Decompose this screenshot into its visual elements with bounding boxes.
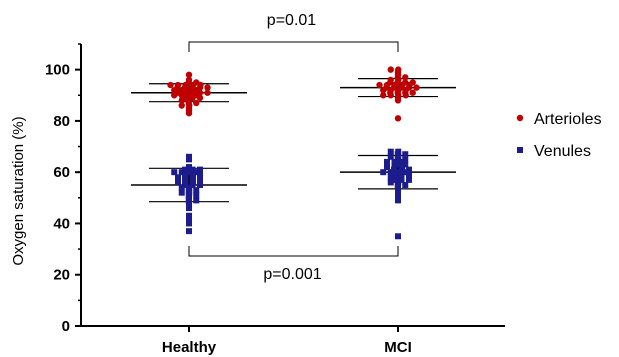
data-point-venules <box>391 158 398 165</box>
data-point-venules <box>395 148 402 155</box>
x-category-label: Healthy <box>162 339 217 356</box>
y-tick-label: 40 <box>53 215 70 232</box>
data-point-arterioles <box>409 79 416 86</box>
data-point-venules <box>197 176 203 183</box>
legend-marker-arterioles <box>516 114 524 122</box>
data-point-venules <box>186 184 193 191</box>
data-point-arterioles <box>402 74 409 81</box>
data-point-venules <box>402 169 409 176</box>
data-point-venules <box>175 174 181 181</box>
data-point-arterioles <box>174 81 182 89</box>
data-point-venules <box>387 153 394 160</box>
data-point-venules <box>384 158 390 165</box>
data-point-venules <box>197 171 203 178</box>
data-point-venules <box>182 171 188 178</box>
data-point-venules <box>395 174 402 181</box>
y-tick-label: 80 <box>53 113 70 130</box>
data-point-venules <box>406 176 412 183</box>
data-point-arterioles <box>178 102 185 109</box>
data-point-venules <box>380 169 387 176</box>
data-point-venules <box>395 233 401 240</box>
data-point-venules <box>398 171 405 178</box>
y-axis-label: Oxygen saturation (%) <box>10 116 27 265</box>
data-point-arterioles <box>402 79 409 86</box>
data-point-arterioles <box>387 66 394 73</box>
data-point-venules <box>387 179 394 186</box>
x-category-label: MCI <box>384 339 412 356</box>
data-point-venules <box>197 182 203 188</box>
legend-marker-venules <box>517 147 523 153</box>
legend-label-arterioles: Arterioles <box>534 111 602 128</box>
y-tick-label: 0 <box>62 318 70 335</box>
data-point-venules <box>193 169 200 176</box>
data-point-arterioles <box>204 84 211 91</box>
data-point-venules <box>178 184 185 191</box>
data-point-venules <box>186 212 192 219</box>
data-point-venules <box>399 158 405 165</box>
data-point-venules <box>387 148 394 155</box>
data-point-arterioles <box>185 71 193 78</box>
data-point-venules <box>387 169 394 176</box>
data-point-venules <box>193 192 200 199</box>
data-point-arterioles <box>409 89 416 96</box>
data-point-venules <box>178 169 185 176</box>
data-point-venules <box>186 164 192 171</box>
data-point-venules <box>193 187 200 194</box>
data-point-venules <box>402 161 409 168</box>
data-point-venules <box>171 169 178 176</box>
data-point-arterioles <box>193 99 200 107</box>
axes <box>80 44 505 327</box>
data-point-arterioles <box>395 66 402 73</box>
data-point-venules <box>186 169 193 176</box>
data-point-arterioles <box>387 76 394 84</box>
data-point-venules <box>384 164 390 171</box>
data-point-venules <box>406 171 412 178</box>
data-point-arterioles <box>380 92 387 99</box>
data-point-venules <box>186 228 192 235</box>
data-point-arterioles <box>193 79 200 86</box>
data-point-venules <box>197 166 203 173</box>
data-point-venules <box>391 176 397 183</box>
p-value-label-top: p=0.01 <box>267 12 316 29</box>
data-point-venules <box>193 197 200 204</box>
data-point-arterioles <box>376 81 383 89</box>
data-point-venules <box>387 174 394 181</box>
data-point-venules <box>399 164 405 171</box>
data-point-venules <box>182 166 188 173</box>
data-point-venules <box>178 189 185 196</box>
y-axis-ticks: 0 20 40 60 80 100 Healthy MCI <box>45 43 412 356</box>
significance-bracket-bottom <box>188 246 399 257</box>
y-tick-label: 60 <box>53 164 70 181</box>
data-point-arterioles <box>204 89 211 96</box>
significance-brackets: p=0.01 p=0.001 <box>188 12 399 283</box>
data-point-venules <box>189 166 196 173</box>
data-point-venules <box>391 171 397 178</box>
data-point-venules <box>402 151 409 158</box>
p-value-label-bottom: p=0.001 <box>263 266 321 283</box>
data-point-arterioles <box>413 84 420 91</box>
data-point-venules <box>189 171 196 178</box>
data-point-venules <box>402 156 409 163</box>
legend: Arterioles Venules <box>516 111 602 160</box>
data-point-venules <box>395 169 402 176</box>
data-points <box>167 66 420 240</box>
data-point-venules <box>402 182 409 188</box>
y-tick-label: 100 <box>45 62 70 79</box>
data-point-arterioles <box>167 81 174 89</box>
data-point-arterioles <box>394 115 402 122</box>
data-point-venules <box>406 166 412 173</box>
data-point-venules <box>175 179 181 186</box>
data-point-venules <box>391 164 398 171</box>
data-point-venules <box>395 179 402 186</box>
data-point-venules <box>394 161 401 168</box>
legend-label-venules: Venules <box>534 143 591 160</box>
data-point-arterioles <box>185 76 193 84</box>
data-point-venules <box>186 153 192 160</box>
y-tick-label: 20 <box>53 267 70 284</box>
significance-bracket-top <box>188 41 399 52</box>
data-point-venules <box>186 220 192 227</box>
data-point-venules <box>398 176 405 183</box>
